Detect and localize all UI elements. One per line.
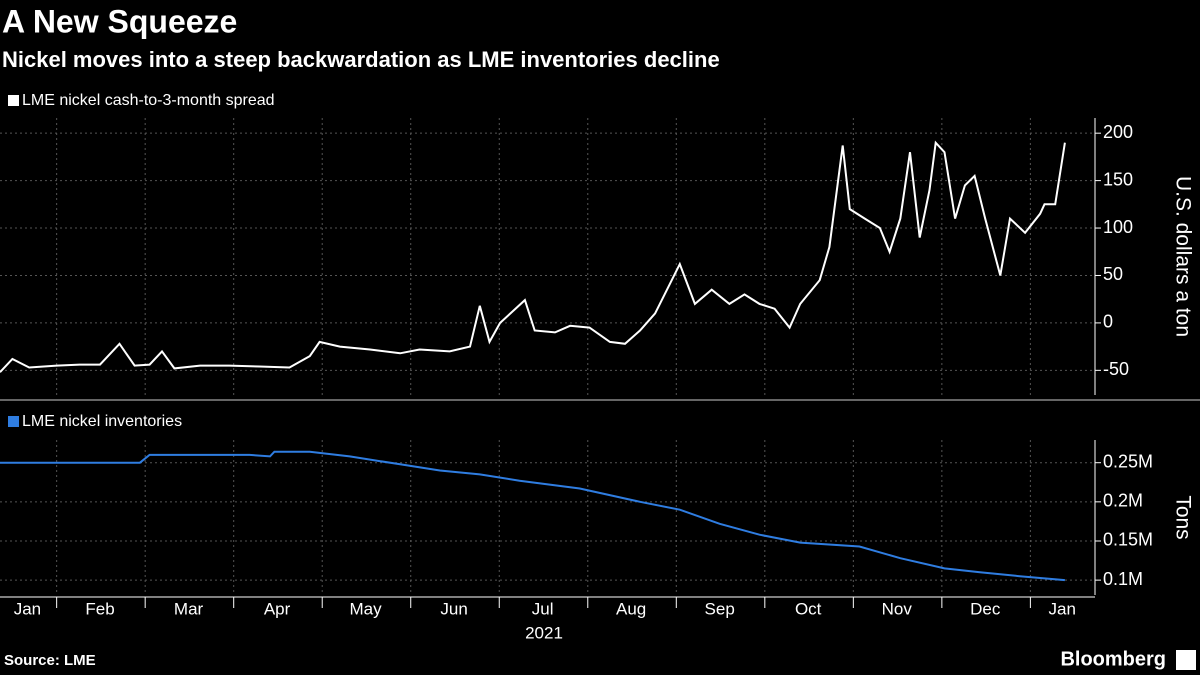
legend-label: LME nickel inventories bbox=[22, 413, 182, 430]
x-tick-label: Nov bbox=[882, 599, 913, 618]
x-tick-label: Apr bbox=[264, 599, 291, 618]
x-tick-label: Oct bbox=[795, 599, 822, 618]
x-tick-label: Jan bbox=[1049, 599, 1076, 618]
x-tick-label: Sep bbox=[705, 599, 735, 618]
source: Source: LME bbox=[4, 652, 96, 669]
legend-swatch bbox=[8, 95, 19, 106]
y-tick-label: 200 bbox=[1103, 122, 1133, 142]
series-line bbox=[0, 140, 1066, 373]
y-tick-label: 0 bbox=[1103, 312, 1113, 332]
x-tick-label: Jun bbox=[440, 599, 467, 618]
series-line bbox=[0, 450, 1065, 582]
x-tick-label: May bbox=[350, 599, 383, 618]
y-tick-label: 150 bbox=[1103, 169, 1133, 189]
y-axis-title: Tons bbox=[1171, 495, 1194, 539]
x-tick-label: Dec bbox=[970, 599, 1001, 618]
y-tick-label: 100 bbox=[1103, 217, 1133, 237]
y-tick-label: 0.2M bbox=[1103, 491, 1143, 511]
y-axis-title: U.S. dollars a ton bbox=[1171, 176, 1194, 337]
y-tick-label: 0.1M bbox=[1103, 569, 1143, 589]
y-tick-label: 50 bbox=[1103, 264, 1123, 284]
legend-label: LME nickel cash-to-3-month spread bbox=[22, 92, 275, 109]
x-tick-label: Aug bbox=[616, 599, 646, 618]
legend-swatch bbox=[8, 416, 19, 427]
title: A New Squeeze bbox=[2, 3, 237, 39]
brand-icon bbox=[1176, 650, 1196, 670]
y-tick-label: 0.15M bbox=[1103, 530, 1153, 550]
x-tick-label: Mar bbox=[174, 599, 204, 618]
year-label: 2021 bbox=[525, 623, 563, 642]
brand: Bloomberg bbox=[1060, 648, 1166, 670]
y-tick-label: -50 bbox=[1103, 359, 1129, 379]
x-tick-label: Feb bbox=[85, 599, 114, 618]
x-tick-label: Jul bbox=[532, 599, 554, 618]
y-tick-label: 0.25M bbox=[1103, 451, 1153, 471]
subtitle: Nickel moves into a steep backwardation … bbox=[2, 47, 720, 72]
x-tick-label: Jan bbox=[14, 599, 41, 618]
